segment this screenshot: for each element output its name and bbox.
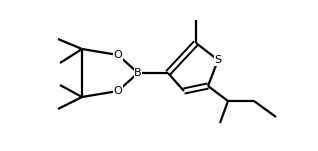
Text: O: O — [114, 86, 122, 96]
Text: B: B — [134, 68, 142, 78]
Text: S: S — [214, 55, 222, 65]
Text: O: O — [114, 50, 122, 60]
